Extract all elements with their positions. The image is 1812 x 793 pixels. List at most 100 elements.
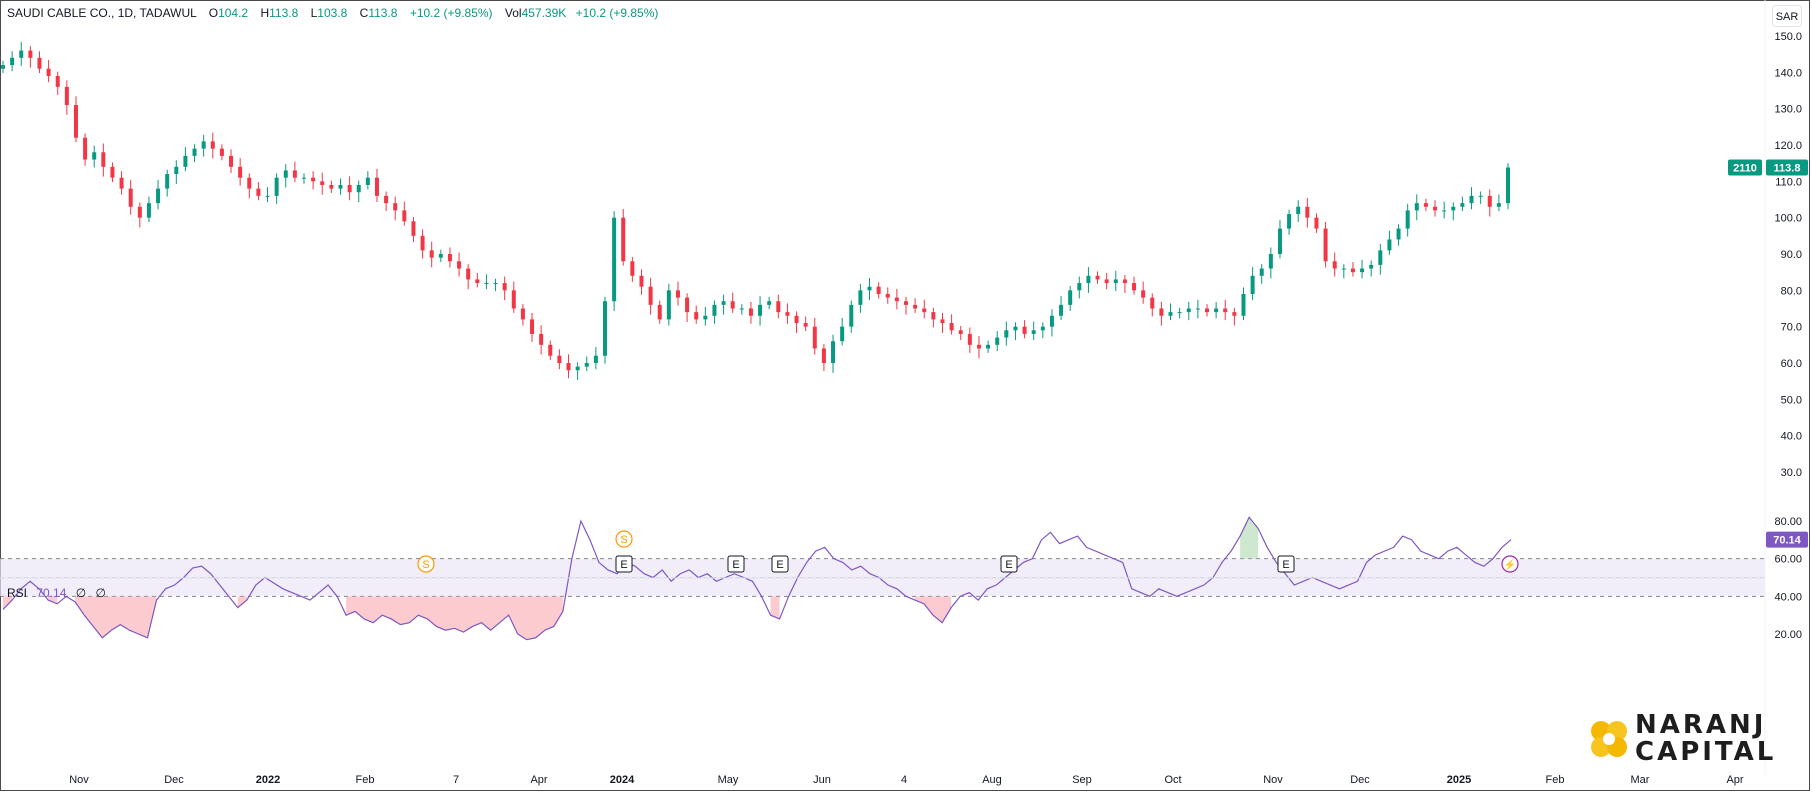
candle-body [758, 304, 763, 316]
candle-body [1186, 308, 1191, 313]
candle-body [1150, 297, 1155, 309]
rsi-tick-label: 80.00 [1774, 516, 1802, 528]
candle-body [1314, 217, 1319, 229]
candle-body [1341, 268, 1346, 270]
candle-body [347, 184, 352, 193]
candle-body [274, 177, 279, 196]
symbol-title[interactable]: SAUDI CABLE CO., 1D, TADAWUL [7, 6, 197, 20]
candle-body [28, 50, 33, 58]
candle-body [575, 366, 580, 371]
price-tick-label: 120.0 [1774, 140, 1802, 152]
earnings-marker-icon[interactable]: E [1000, 555, 1018, 573]
candle-body [721, 301, 726, 305]
price-tick-label: 50.0 [1781, 394, 1802, 406]
price-tick-label: 90.0 [1781, 249, 1802, 261]
rsi-oversold-fill [915, 596, 952, 623]
rsi-label[interactable]: RSI [7, 586, 28, 600]
high-label: H [260, 6, 270, 20]
candle-body [402, 210, 407, 222]
price-tick-label: 140.0 [1774, 67, 1802, 79]
candle-body [776, 301, 781, 313]
candle-body [438, 254, 443, 258]
earnings-marker-icon[interactable]: E [615, 555, 633, 573]
svg-text:E: E [1005, 559, 1012, 571]
candle-body [1104, 279, 1109, 284]
candle-body [174, 166, 179, 175]
rsi-oversold-fill [346, 596, 563, 640]
candle-body [703, 315, 708, 320]
candle-body [858, 290, 863, 305]
candle-body [1132, 283, 1137, 291]
candle-body [1332, 261, 1337, 269]
volume-change: +10.2 (+9.85%) [575, 6, 659, 20]
candle-body [876, 286, 881, 294]
candle-body [384, 195, 389, 204]
candle-body [493, 283, 498, 285]
candle-body [712, 304, 717, 316]
candle-body [1387, 239, 1392, 251]
svg-text:E: E [620, 559, 627, 571]
svg-text:E: E [732, 559, 739, 571]
price-tick-label: 130.0 [1774, 104, 1802, 116]
candle-body [557, 355, 562, 363]
rsi-oversold-fill [48, 596, 58, 604]
candle-body [913, 304, 918, 309]
candle-body [210, 141, 215, 149]
candle-body [1296, 206, 1301, 215]
open-value: 104.2 [218, 6, 249, 20]
candle-body [1, 65, 5, 69]
earnings-marker-icon[interactable]: E [771, 555, 789, 573]
low-label: L [310, 6, 318, 20]
candle-body [1405, 210, 1410, 229]
time-tick-label: 7 [453, 774, 459, 786]
candle-body [1442, 210, 1447, 212]
candle-body [374, 177, 379, 196]
candle-body [1022, 326, 1027, 334]
rsi-extra-1: ∅ [75, 586, 87, 600]
rsi-extra-2: ∅ [95, 586, 106, 600]
candle-body [1177, 312, 1182, 314]
candle-body [457, 261, 462, 269]
price-tick-label: 60.0 [1781, 358, 1802, 370]
price-tick-label: 100.0 [1774, 213, 1802, 225]
candle-body [1433, 206, 1438, 211]
svg-text:E: E [1282, 559, 1289, 571]
candle-body [949, 323, 954, 331]
candle-body [55, 75, 60, 87]
candle-body [1423, 203, 1428, 207]
candle-body [639, 275, 644, 287]
candle-body [92, 152, 97, 160]
candle-body [812, 326, 817, 349]
candle-body [1168, 312, 1173, 316]
time-tick-label: Nov [69, 774, 89, 786]
split-marker-icon[interactable]: S [417, 555, 435, 573]
candle-body [1232, 312, 1237, 316]
price-tick-label: 80.0 [1781, 285, 1802, 297]
candle-body [931, 312, 936, 320]
candle-body [548, 344, 553, 356]
candle-body [584, 363, 589, 367]
candle-body [1040, 326, 1045, 331]
rsi-tick-label: 40.00 [1774, 591, 1802, 603]
candle-body [666, 290, 671, 320]
split-marker-icon[interactable]: S [615, 530, 633, 548]
close-label: C [359, 6, 369, 20]
rsi-oversold-fill [75, 596, 157, 638]
svg-text:S: S [620, 534, 627, 546]
open-label: O [208, 6, 219, 20]
candle-body [976, 344, 981, 349]
candle-body [922, 308, 927, 313]
candle-body [794, 315, 799, 324]
earnings-marker-icon[interactable]: E [727, 555, 745, 573]
currency-button[interactable]: SAR [1772, 5, 1802, 27]
badge-price: 113.8 [1774, 163, 1801, 175]
candle-body [630, 261, 635, 276]
flash-marker-icon[interactable]: ⚡ [1501, 555, 1519, 573]
candle-body [593, 355, 598, 363]
earnings-marker-icon[interactable]: E [1277, 555, 1295, 573]
time-tick-label: May [718, 774, 739, 786]
svg-text:E: E [776, 559, 783, 571]
rsi-oversold-fill [3, 596, 13, 610]
